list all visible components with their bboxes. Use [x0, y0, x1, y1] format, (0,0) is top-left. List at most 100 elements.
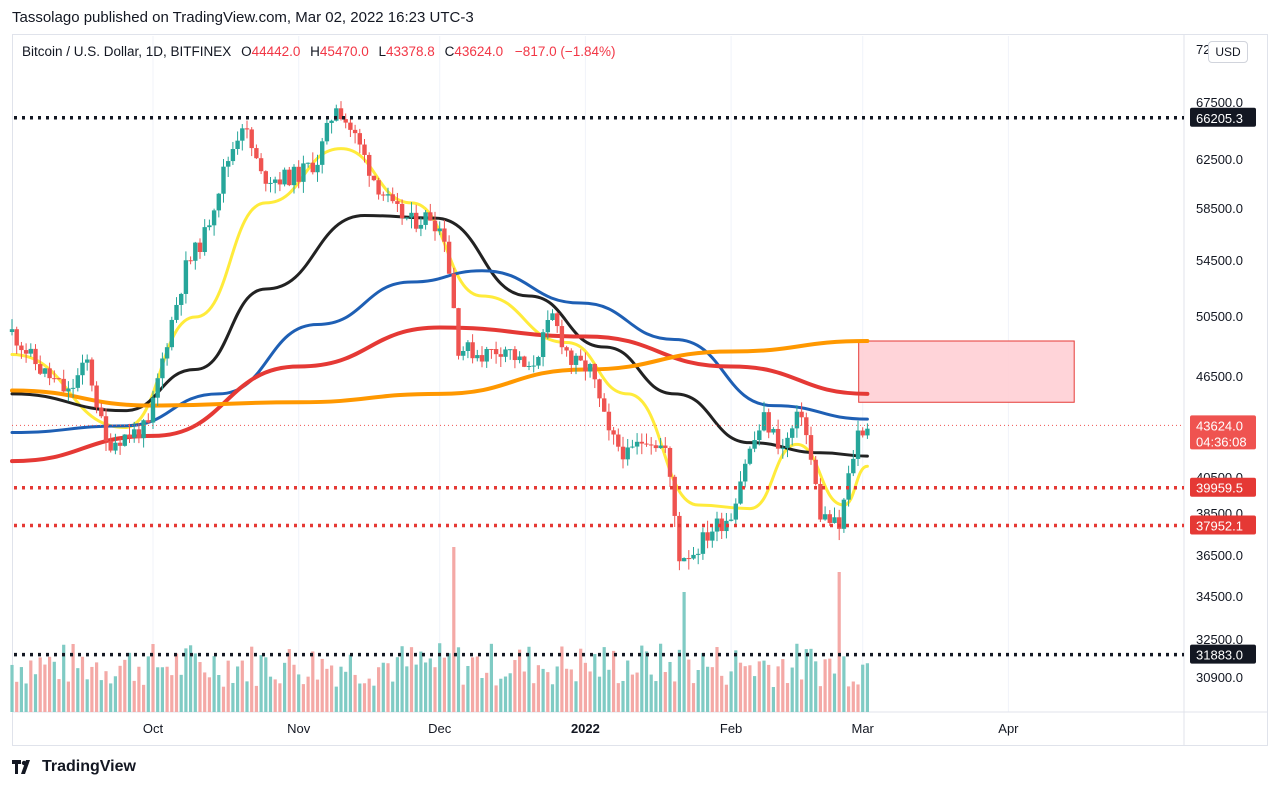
- volume-bar: [264, 657, 268, 712]
- candle-body: [564, 347, 569, 351]
- candle-body: [343, 119, 348, 123]
- candle-body: [315, 164, 320, 173]
- change-value: −817.0 (−1.84%): [514, 44, 616, 59]
- candle-body: [211, 210, 217, 226]
- volume-bar: [532, 683, 536, 712]
- volume-bar: [76, 668, 80, 712]
- candle-body: [837, 517, 842, 529]
- price-tag-3: [1190, 515, 1256, 535]
- volume-bar: [546, 672, 550, 712]
- high-value: 45470.0: [319, 44, 369, 59]
- candle-body: [136, 429, 142, 439]
- candle-body: [418, 224, 424, 229]
- candle-body: [470, 342, 475, 359]
- volume-bar: [513, 660, 517, 712]
- candle-body: [865, 428, 870, 436]
- volume-bar: [71, 643, 75, 712]
- candle-body: [9, 329, 15, 332]
- volume-bar: [19, 667, 23, 712]
- volume-bar: [832, 673, 837, 712]
- volume-bar: [696, 670, 700, 712]
- moving-average-1: [10, 213, 869, 458]
- candle-body: [686, 558, 691, 560]
- volume-bar: [80, 656, 85, 712]
- candle-body: [14, 329, 19, 346]
- y-tick-label: 46500.0: [1196, 369, 1243, 384]
- volume-bar: [851, 681, 855, 712]
- volume-bar: [66, 681, 70, 712]
- volume-bar: [221, 686, 226, 712]
- candle-body: [42, 368, 48, 374]
- candle-body: [681, 558, 687, 562]
- low-label: L: [378, 44, 387, 59]
- moving-average-3: [10, 325, 870, 464]
- price-tag-label: 31883.0: [1196, 648, 1243, 663]
- candle-body: [743, 463, 748, 482]
- volume-bar: [104, 671, 108, 712]
- candle-body: [766, 412, 771, 433]
- volume-bar: [198, 662, 202, 712]
- volume-bar: [132, 680, 136, 712]
- candle-body: [399, 203, 405, 219]
- candle-body: [761, 412, 767, 431]
- x-tick-label: Dec: [428, 721, 452, 736]
- candle-body: [52, 378, 57, 380]
- candle-body: [221, 166, 226, 194]
- candle-body: [822, 514, 828, 520]
- candle-body: [583, 360, 588, 372]
- candle-body: [804, 417, 809, 436]
- candle-body: [677, 515, 682, 562]
- volume-bar: [677, 649, 681, 712]
- price-tag-countdown: 04:36:08: [1196, 434, 1247, 449]
- volume-bar: [348, 654, 352, 712]
- volume-bar: [612, 650, 616, 712]
- volume-bar: [278, 683, 282, 712]
- x-tick-label: Mar: [852, 721, 875, 736]
- candle-body: [301, 163, 306, 182]
- volume-bar: [358, 683, 362, 712]
- volume-bar: [362, 683, 367, 712]
- volume-bar: [659, 643, 663, 712]
- candle-body: [573, 355, 579, 365]
- candle-body: [409, 212, 414, 218]
- candle-body: [517, 356, 522, 361]
- candle-body: [19, 345, 24, 351]
- x-tick-label: 2022: [571, 721, 600, 736]
- candle-body: [103, 416, 109, 442]
- candle-body: [446, 241, 452, 274]
- volume-bar: [861, 664, 865, 712]
- candle-body: [291, 166, 297, 186]
- volume-bar: [90, 666, 94, 712]
- y-tick-label: 36500.0: [1196, 548, 1243, 563]
- price-tag-label: 66205.3: [1196, 111, 1243, 126]
- volume-bar: [621, 680, 625, 712]
- candle-body: [334, 108, 339, 121]
- volume-bar: [433, 667, 437, 712]
- candle-body: [757, 430, 762, 441]
- volume-bar: [663, 671, 667, 712]
- volume-bar: [334, 686, 338, 712]
- volume-bar: [781, 659, 785, 712]
- candle-body: [254, 148, 259, 159]
- candle-body: [644, 443, 649, 445]
- candle-body: [183, 260, 189, 294]
- volume-bar: [593, 654, 597, 712]
- currency-button[interactable]: USD: [1208, 41, 1248, 63]
- candle-body: [625, 447, 630, 460]
- candle-body: [277, 179, 283, 185]
- volume-bar: [268, 676, 273, 712]
- price-tag-label: 39959.5: [1196, 481, 1243, 496]
- candle-body: [738, 481, 743, 504]
- volume-bar: [424, 662, 428, 712]
- volume-bar: [471, 657, 475, 712]
- volume-bar: [62, 644, 66, 712]
- volume-bar: [236, 666, 240, 712]
- candle-body: [522, 356, 527, 367]
- candle-body: [338, 108, 344, 120]
- candle-body: [160, 358, 165, 379]
- candle-body: [169, 319, 174, 348]
- volume-bar: [503, 676, 508, 712]
- candle-body: [672, 476, 677, 516]
- volume-bar: [212, 656, 216, 712]
